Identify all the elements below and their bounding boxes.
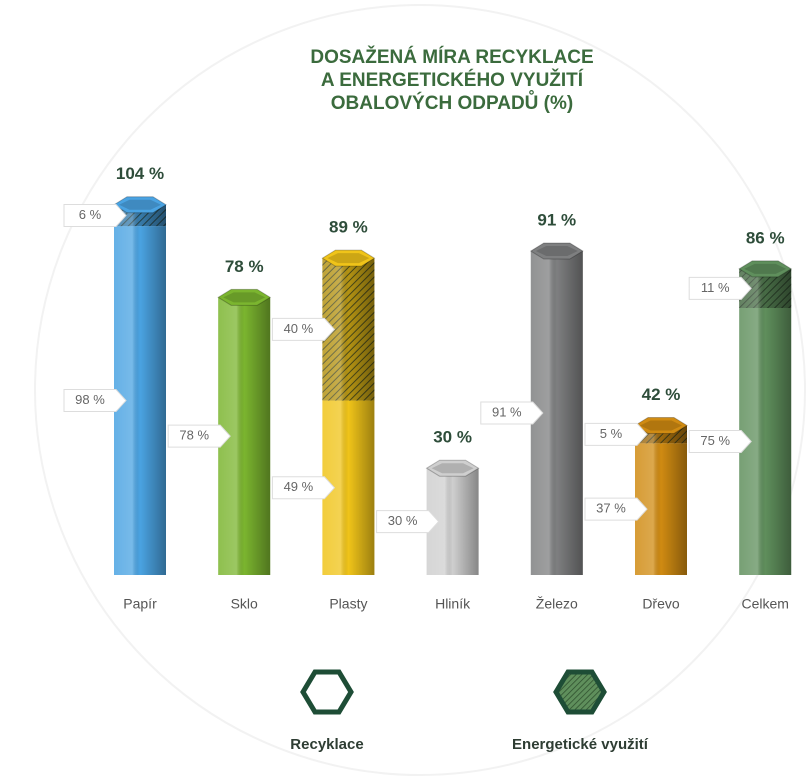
- value-tag: [688, 276, 752, 300]
- x-tick-label: Papír: [123, 596, 157, 612]
- x-tick-label: Dřevo: [642, 596, 680, 612]
- background-circle: [34, 4, 806, 776]
- bar-cap-shade: [119, 199, 161, 210]
- value-label: 78 %: [179, 428, 209, 443]
- bar-cap-shade: [744, 263, 787, 274]
- legend-swatch: [553, 669, 607, 715]
- value-label: 40 %: [284, 321, 314, 336]
- value-tag: [63, 203, 127, 227]
- value-tag: [688, 430, 752, 453]
- value-tag: [480, 401, 544, 425]
- total-label: 42 %: [642, 385, 681, 404]
- x-tick-label: Sklo: [231, 596, 258, 612]
- x-tick-label: Železo: [536, 596, 578, 612]
- value-label: 6 %: [79, 207, 102, 222]
- value-tag: [584, 422, 648, 446]
- value-label: 49 %: [284, 479, 314, 494]
- value-label: 30 %: [388, 513, 418, 528]
- bar-cap: [113, 196, 167, 214]
- value-tag: [584, 497, 648, 521]
- total-label: 78 %: [225, 257, 264, 276]
- bar-cap: [634, 416, 688, 434]
- value-tag: [167, 424, 231, 448]
- bar-cap: [529, 242, 584, 260]
- bar-cap: [738, 260, 793, 278]
- value-label: 75 %: [700, 433, 730, 448]
- chart-title: A ENERGETICKÉHO VYUŽITÍ: [321, 69, 584, 91]
- bar-cap-shade: [431, 463, 474, 474]
- value-label: 37 %: [596, 501, 626, 516]
- value-tag: [271, 476, 336, 500]
- total-label: 104 %: [116, 164, 164, 183]
- legend-label: Recyklace: [290, 736, 363, 753]
- chart-title: DOSAŽENÁ MÍRA RECYKLACE: [310, 46, 593, 68]
- legend-swatch: [300, 669, 354, 715]
- bar-cap-shade: [535, 246, 578, 257]
- bar-cap-shade: [327, 253, 370, 264]
- total-label: 30 %: [433, 428, 472, 447]
- x-tick-label: Plasty: [329, 596, 367, 612]
- bar-cap: [321, 249, 376, 267]
- total-label: 91 %: [537, 211, 576, 230]
- value-label: 11 %: [701, 280, 730, 295]
- value-label: 98 %: [75, 392, 105, 407]
- chart-title: OBALOVÝCH ODPADŮ (%): [331, 91, 573, 114]
- value-label: 91 %: [492, 404, 522, 419]
- bar-cap-shade: [640, 420, 682, 431]
- x-tick-label: Celkem: [741, 596, 788, 612]
- bar-cap-shade: [223, 292, 266, 303]
- value-tag: [271, 317, 336, 341]
- bar-cap: [425, 459, 480, 477]
- value-tag: [63, 389, 127, 413]
- bar-cap: [217, 288, 272, 306]
- value-tag: [376, 510, 440, 534]
- value-label: 5 %: [600, 426, 623, 441]
- x-tick-label: Hliník: [435, 596, 471, 612]
- total-label: 89 %: [329, 218, 368, 237]
- total-label: 86 %: [746, 228, 785, 247]
- legend-label: Energetické využití: [512, 736, 649, 753]
